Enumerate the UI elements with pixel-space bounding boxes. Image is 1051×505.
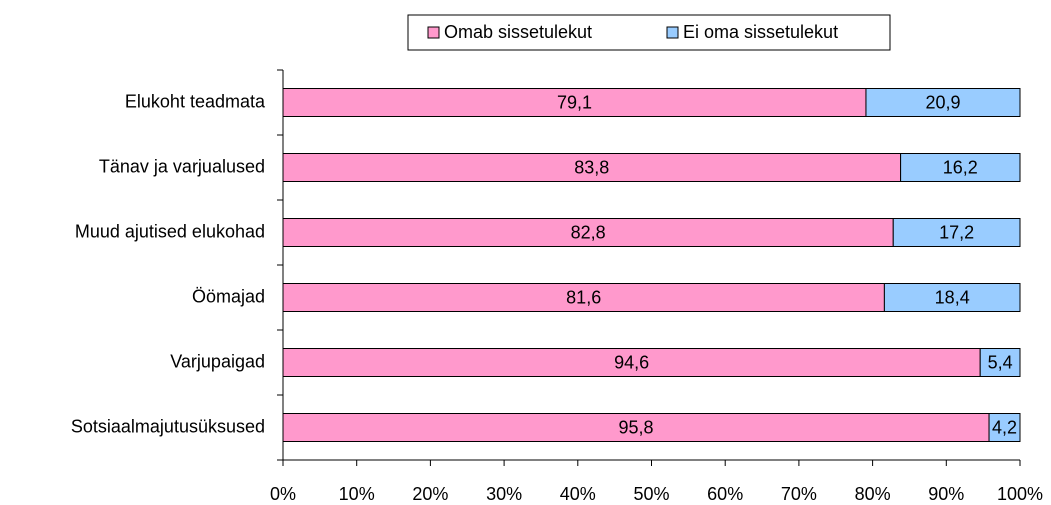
x-tick-label: 50%: [633, 484, 669, 504]
data-label: 17,2: [939, 222, 974, 242]
bar-segment: [282, 88, 867, 117]
y-tick-label: Elukoht teadmata: [125, 91, 266, 111]
x-tick-label: 100%: [997, 484, 1043, 504]
y-tick-label: Muud ajutised elukohad: [75, 221, 265, 241]
data-label: 4,2: [992, 417, 1017, 437]
data-label: 18,4: [935, 287, 970, 307]
data-label: 20,9: [925, 92, 960, 112]
bar-segment: [865, 88, 1021, 117]
bar-segment: [282, 348, 981, 377]
x-tick-label: 40%: [560, 484, 596, 504]
data-label: 83,8: [574, 157, 609, 177]
legend-label: Omab sissetulekut: [444, 22, 592, 42]
bar-segment: [979, 348, 1021, 377]
x-tick-label: 60%: [707, 484, 743, 504]
legend-swatch: [666, 26, 679, 39]
x-tick-label: 90%: [928, 484, 964, 504]
data-label: 16,2: [943, 157, 978, 177]
bar-segment: [900, 153, 1021, 182]
bar-segment: [883, 283, 1021, 312]
x-tick-label: 20%: [412, 484, 448, 504]
legend-label: Ei oma sissetulekut: [683, 22, 838, 42]
y-tick-label: Öömajad: [192, 286, 265, 306]
x-tick-label: 30%: [486, 484, 522, 504]
bar-segment: [282, 283, 885, 312]
bar-segment: [988, 413, 1021, 442]
bar-segment: [892, 218, 1021, 247]
y-tick-label: Varjupaigad: [170, 351, 265, 371]
data-label: 95,8: [618, 417, 653, 437]
data-label: 5,4: [988, 352, 1013, 372]
data-label: 94,6: [614, 352, 649, 372]
bar-segment: [282, 218, 894, 247]
y-tick-label: Tänav ja varjualused: [99, 156, 265, 176]
y-tick-label: Sotsiaalmajutusüksused: [71, 416, 265, 436]
x-tick-label: 70%: [781, 484, 817, 504]
data-label: 81,6: [566, 287, 601, 307]
x-tick-label: 80%: [855, 484, 891, 504]
legend-swatch: [427, 26, 440, 39]
data-label: 82,8: [571, 222, 606, 242]
x-tick-label: 0%: [270, 484, 296, 504]
bar-segment: [282, 413, 990, 442]
legend-box: [407, 14, 891, 51]
x-tick-label: 10%: [339, 484, 375, 504]
data-label: 79,1: [557, 92, 592, 112]
